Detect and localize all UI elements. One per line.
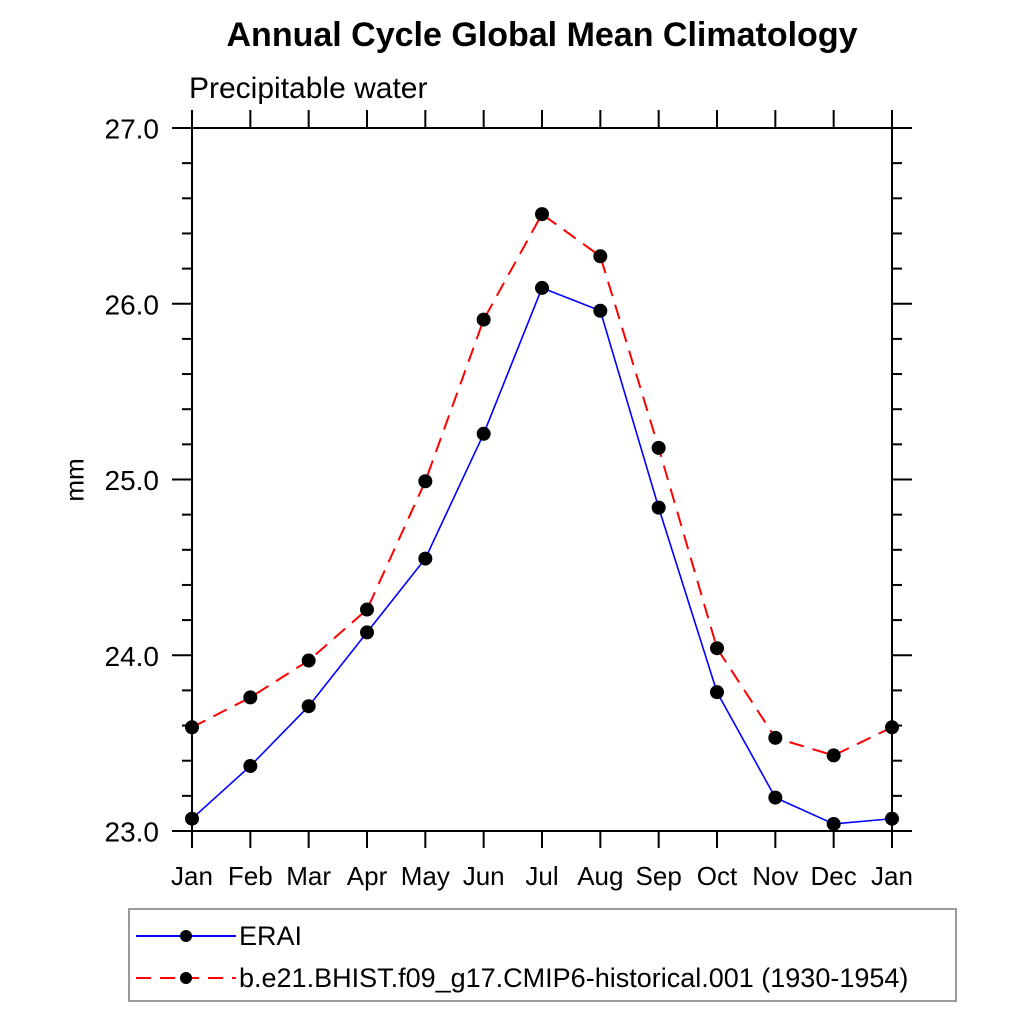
y-tick-label: 23.0 [105,817,160,848]
series-marker-0 [710,685,724,700]
series-marker-1 [301,653,316,668]
y-tick-label: 24.0 [105,641,160,672]
series-marker-1 [418,474,433,489]
series-marker-0 [243,758,258,773]
series-line-1 [191,212,893,757]
y-tick-label: 27.0 [105,114,160,145]
series-marker-1 [885,720,899,735]
x-tick-label: Aug [577,861,623,891]
series-marker-1 [243,690,258,705]
y-tick-label: 25.0 [105,465,160,496]
legend-label-1: b.e21.BHIST.f09_g17.CMIP6-historical.001… [239,962,909,993]
x-tick-label: Mar [286,861,331,891]
series-marker-0 [301,699,316,714]
chart-subtitle: Precipitable water [189,72,428,105]
x-tick-label: Nov [752,861,798,891]
series-marker-1 [360,602,374,617]
series-marker-1 [185,720,199,735]
x-tick-label: Sep [636,861,682,891]
x-tick-label: Jun [463,861,505,891]
legend-marker-icon [180,930,192,942]
legend-line-sample-1 [136,972,236,984]
series-marker-0 [885,811,899,826]
x-tick-label: Apr [347,861,388,891]
series-marker-1 [768,730,783,745]
series-marker-0 [535,280,549,295]
legend-label-0: ERAI [239,920,303,951]
series-marker-1 [535,207,549,222]
legend-box: ERAI b.e21.BHIST.f09_g17.CMIP6-historical… [128,908,957,1002]
series-marker-0 [593,303,608,318]
series-marker-1 [593,249,608,264]
series-marker-0 [826,816,841,831]
x-tick-label: Oct [697,861,738,891]
x-tick-label: Feb [228,861,273,891]
x-tick-label: Jul [525,861,558,891]
series-marker-0 [651,500,666,515]
series-marker-1 [651,440,666,455]
series-marker-0 [418,551,433,566]
series-marker-1 [710,641,724,656]
x-tick-label: Dec [811,861,857,891]
series-marker-0 [768,790,783,805]
legend-line-sample-0 [136,930,236,942]
legend-marker-icon [180,972,192,984]
x-tick-label: May [401,861,450,891]
x-tick-label: Jan [871,861,913,891]
series-marker-0 [360,625,374,640]
plot-frame [191,127,893,832]
y-tick-label: 26.0 [105,289,160,320]
series-marker-1 [826,748,841,763]
series-line-0 [191,286,893,825]
series-marker-0 [476,426,491,441]
legend-item-0: ERAI [134,921,302,951]
x-tick-label: Jan [171,861,213,891]
legend-item-1: b.e21.BHIST.f09_g17.CMIP6-historical.001… [134,963,908,993]
series-marker-0 [185,811,199,826]
series-marker-1 [476,312,491,327]
chart-title: Annual Cycle Global Mean Climatology [226,16,858,54]
